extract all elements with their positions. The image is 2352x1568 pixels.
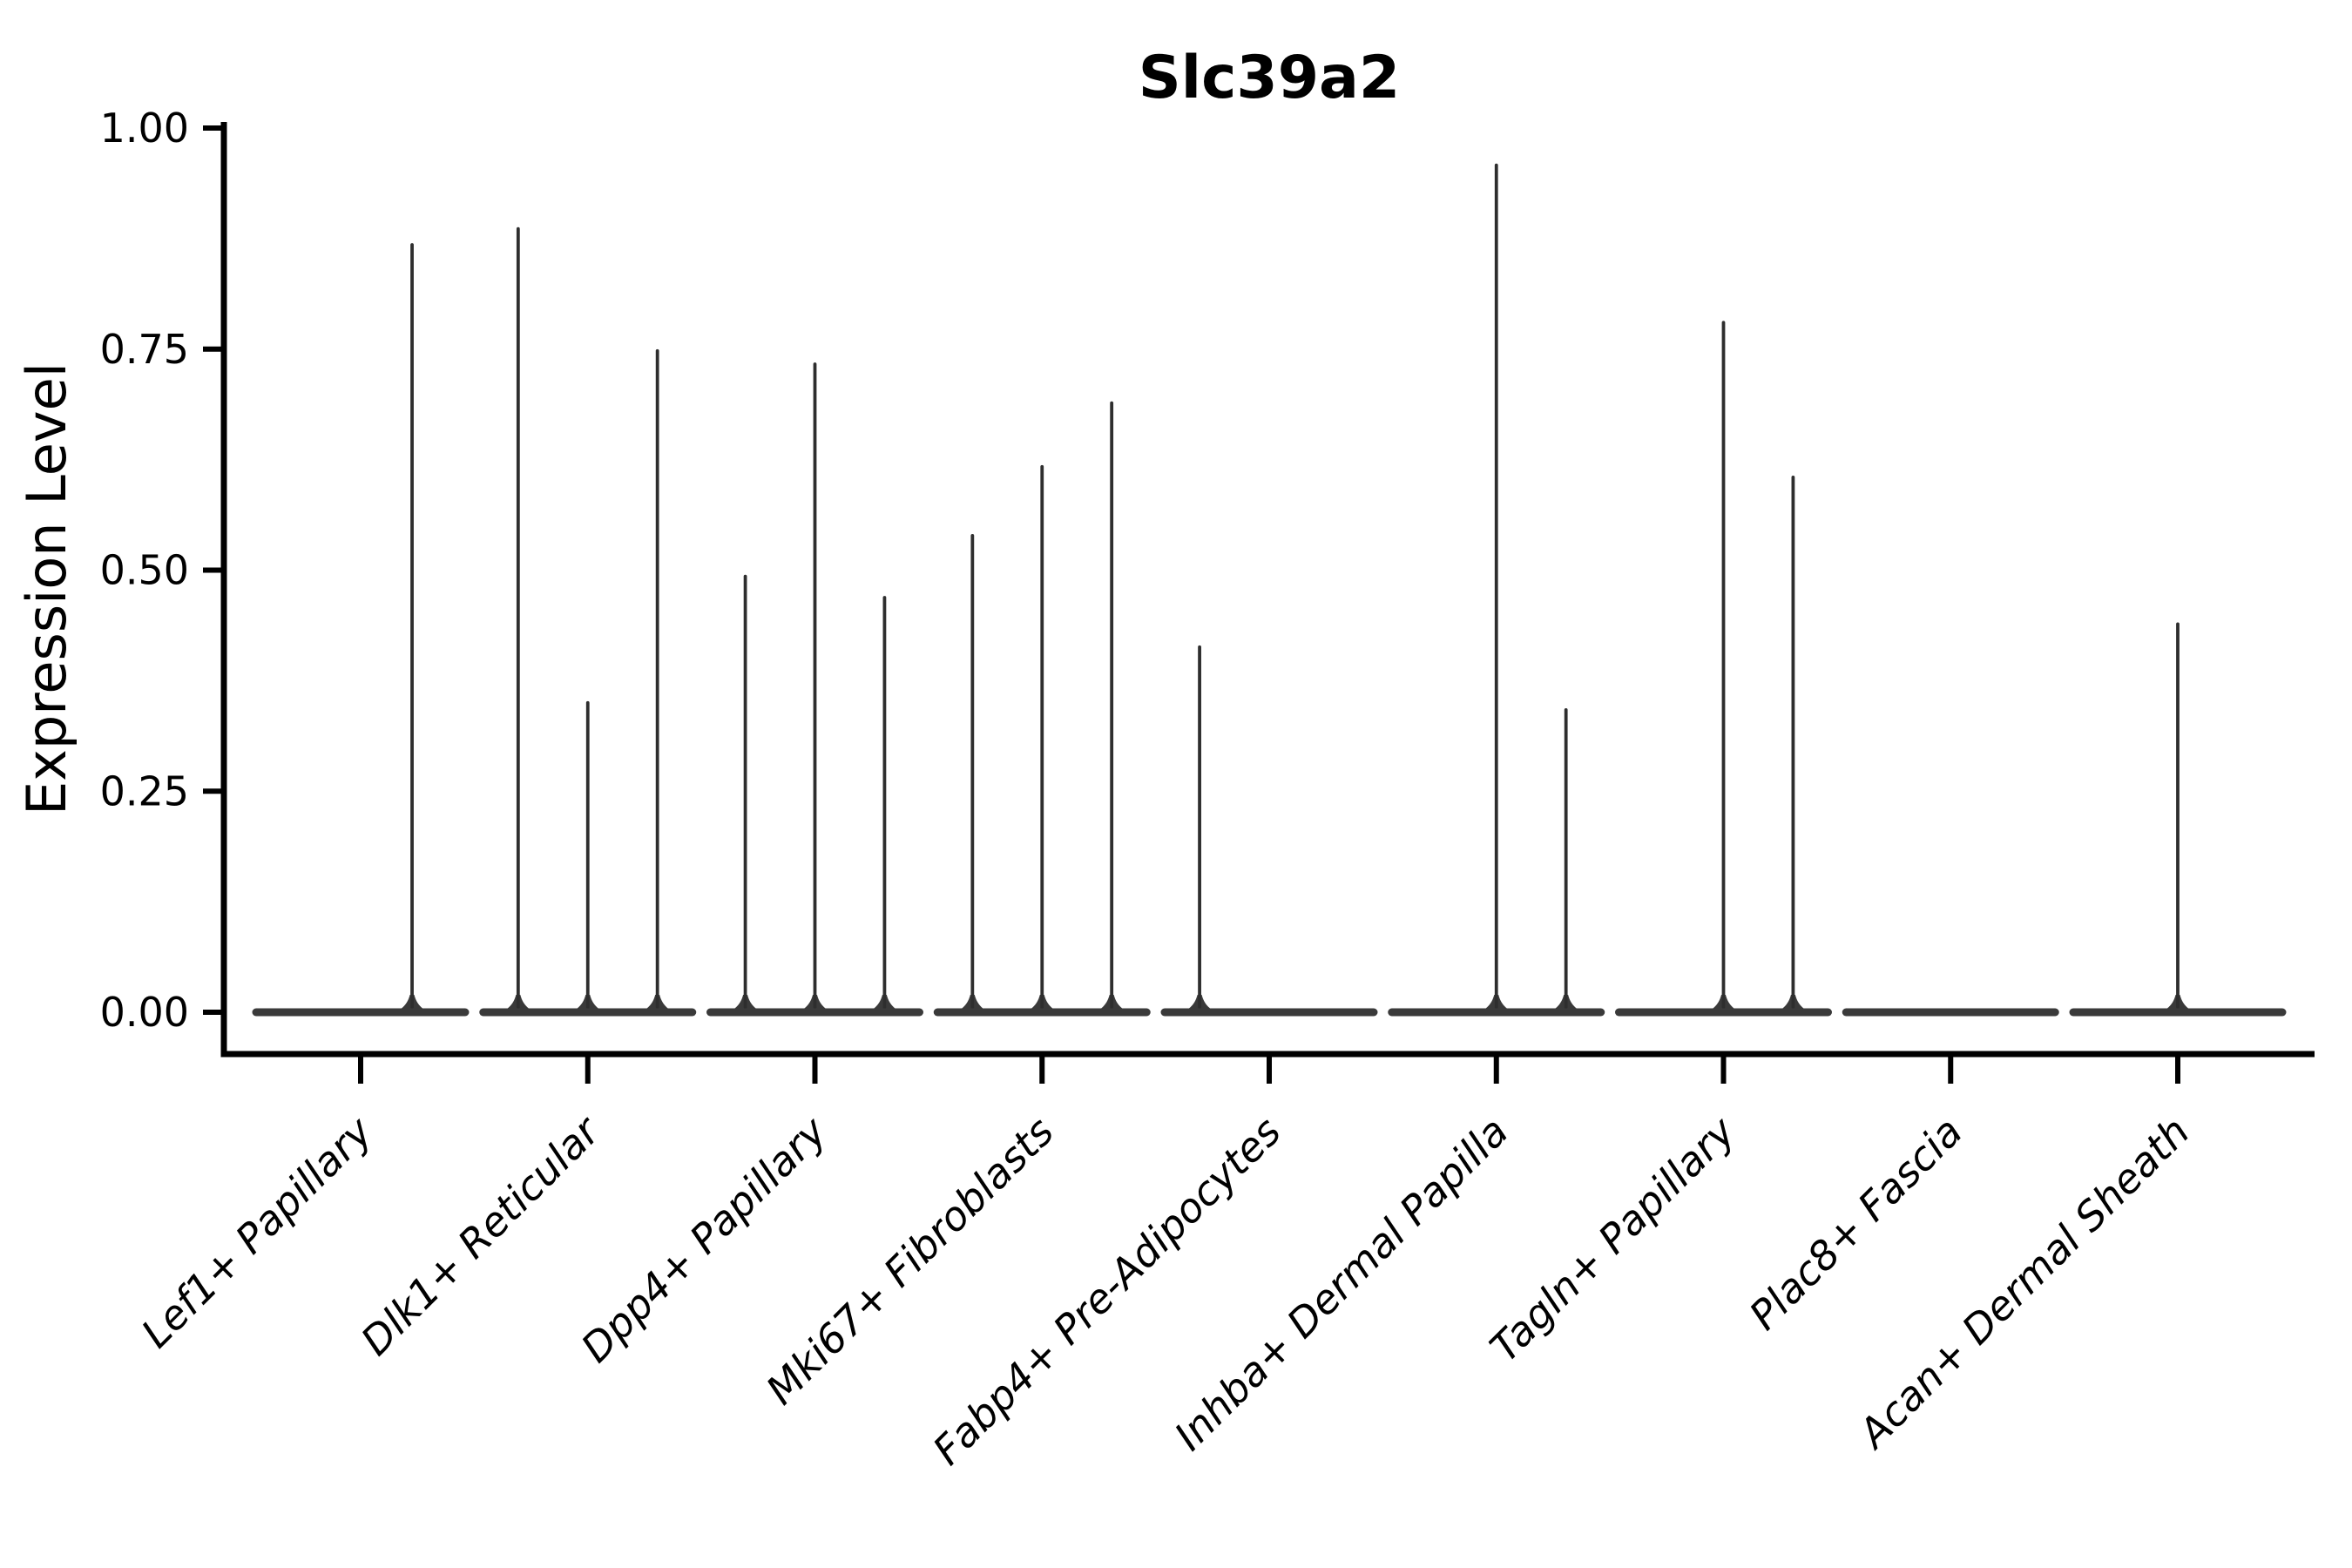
y-tick-label: 0.25 bbox=[100, 767, 189, 814]
violin-category bbox=[2069, 622, 2287, 1017]
y-axis-label: Expression Level bbox=[15, 362, 78, 815]
x-tick-label: Plac8+ Fascia bbox=[1740, 1108, 1971, 1339]
x-tick-label: Dlk1+ Reticular bbox=[352, 1105, 611, 1364]
violin-category bbox=[1160, 645, 1378, 1017]
violin-category bbox=[479, 226, 697, 1017]
violin-category bbox=[933, 401, 1151, 1017]
violin-category bbox=[706, 362, 923, 1017]
violins-group bbox=[252, 163, 2287, 1017]
x-tick-label: Lef1+ Papillary bbox=[132, 1107, 382, 1356]
x-tick-label: Tagln+ Papillary bbox=[1481, 1107, 1745, 1371]
violin-category bbox=[1615, 321, 1832, 1017]
y-tick-label: 0.00 bbox=[100, 989, 189, 1036]
axes-spines bbox=[220, 122, 2315, 1058]
y-tick-label: 0.50 bbox=[100, 547, 189, 594]
y-tick-label: 1.00 bbox=[100, 105, 189, 152]
x-tick-label: Dpp4+ Papillary bbox=[572, 1107, 836, 1371]
plot-title: Slc39a2 bbox=[1139, 44, 1400, 112]
y-axis-ticks: 0.00 0.25 0.50 0.75 1.00 bbox=[100, 105, 224, 1036]
y-tick-label: 0.75 bbox=[100, 326, 189, 373]
violin-category bbox=[1388, 163, 1605, 1017]
violin-category bbox=[252, 243, 470, 1017]
